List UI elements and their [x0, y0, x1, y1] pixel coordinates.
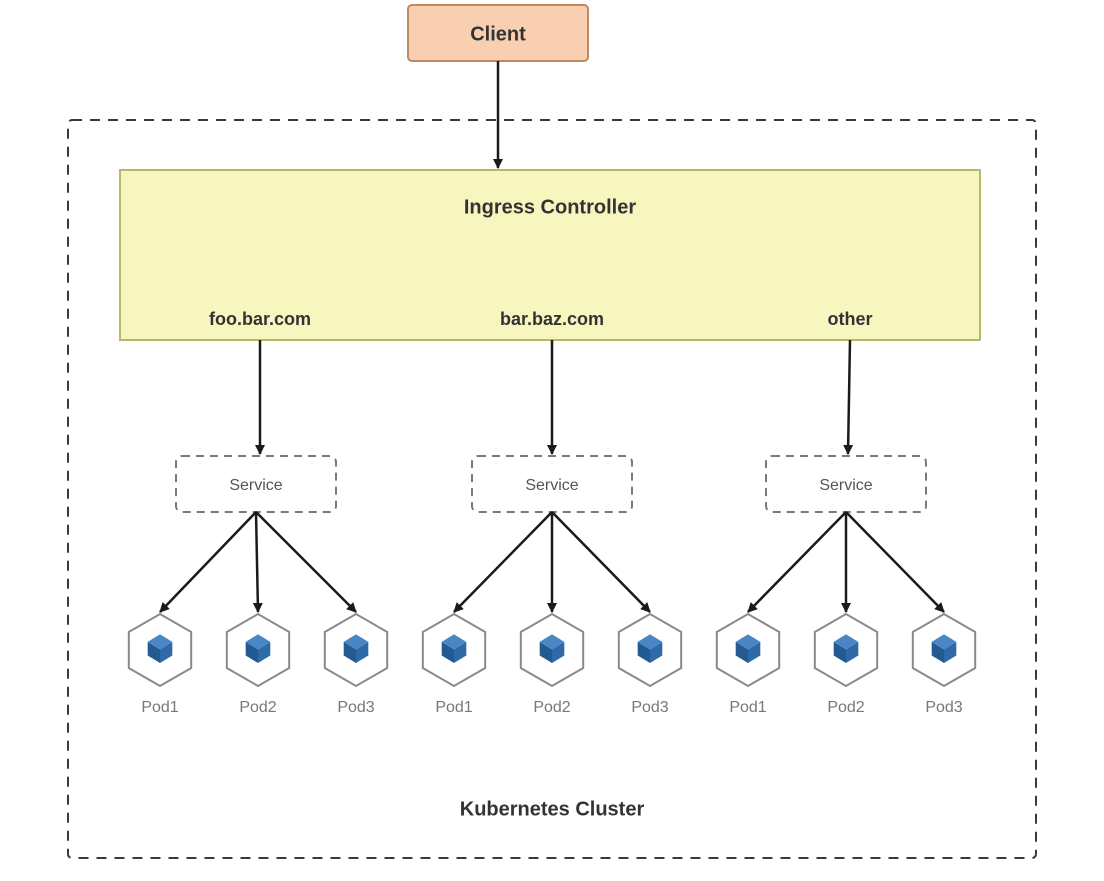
arrow-service-to-pod — [846, 512, 944, 612]
pod: Pod2 — [521, 614, 583, 716]
service-label: Service — [819, 477, 872, 494]
ingress-route-label: foo.bar.com — [209, 309, 311, 329]
service-label: Service — [525, 477, 578, 494]
pod-label: Pod3 — [925, 699, 962, 716]
cluster-label: Kubernetes Cluster — [460, 798, 645, 820]
arrow-service-to-pod — [748, 512, 846, 612]
pod: Pod2 — [815, 614, 877, 716]
pod-label: Pod1 — [729, 699, 766, 716]
pod: Pod1 — [423, 614, 485, 716]
ingress-route-label: other — [828, 309, 873, 329]
arrow-service-to-pod — [160, 512, 256, 612]
ingress-route-label: bar.baz.com — [500, 309, 604, 329]
arrow-service-to-pod — [256, 512, 258, 612]
pod-label: Pod1 — [435, 699, 472, 716]
pod-label: Pod1 — [141, 699, 178, 716]
pod: Pod2 — [227, 614, 289, 716]
pod-label: Pod2 — [533, 699, 570, 716]
pod: Pod3 — [325, 614, 387, 716]
pod-label: Pod3 — [337, 699, 374, 716]
arrow-service-to-pod — [552, 512, 650, 612]
arrow-service-to-pod — [256, 512, 356, 612]
client-label: Client — [470, 23, 526, 45]
pod-label: Pod3 — [631, 699, 668, 716]
pod: Pod1 — [717, 614, 779, 716]
arrow-ingress-to-service — [848, 340, 850, 454]
pod: Pod1 — [129, 614, 191, 716]
pod: Pod3 — [619, 614, 681, 716]
pod-label: Pod2 — [239, 699, 276, 716]
service-label: Service — [229, 477, 282, 494]
pod: Pod3 — [913, 614, 975, 716]
ingress-title: Ingress Controller — [464, 196, 636, 218]
pod-label: Pod2 — [827, 699, 864, 716]
arrow-service-to-pod — [454, 512, 552, 612]
